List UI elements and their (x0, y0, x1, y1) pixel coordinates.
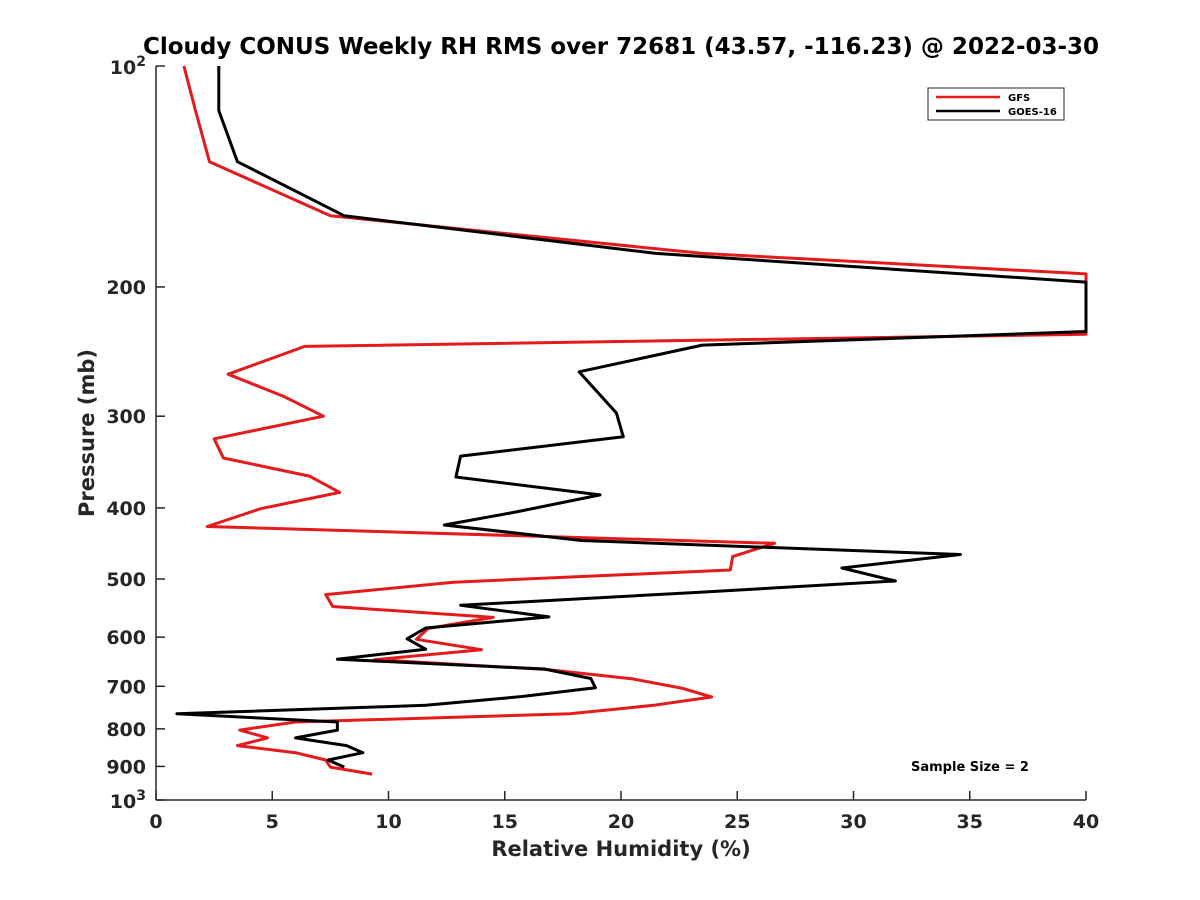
series-line-goes-16 (175, 66, 1088, 769)
x-axis-ticks: 0 5 10 15 20 25 30 35 40 (149, 791, 1099, 833)
y-tick-label: 102 (110, 54, 146, 79)
x-tick-label: 20 (608, 811, 634, 833)
chart-title: Cloudy CONUS Weekly RH RMS over 72681 (4… (143, 34, 1099, 60)
y-tick-label: 700 (106, 676, 146, 698)
x-tick-label: 10 (375, 811, 401, 833)
legend-box (927, 87, 1065, 121)
y-tick-label: 800 (106, 719, 146, 741)
y-tick-label: 300 (106, 406, 146, 428)
sample-size-annotation: Sample Size = 2 (911, 760, 1029, 775)
x-tick-label: 40 (1073, 811, 1099, 833)
y-tick-label: 600 (106, 627, 146, 649)
x-tick-label: 5 (266, 811, 279, 833)
series-line-gfs (182, 65, 1088, 776)
y-tick-label: 900 (106, 756, 146, 778)
x-tick-label: 35 (957, 811, 983, 833)
x-tick-label: 30 (840, 811, 866, 833)
y-tick-label: 200 (106, 277, 146, 299)
y-axis-title: Pressure (mb) (75, 349, 99, 517)
legend-label: GFS (1008, 93, 1030, 104)
y-tick-label: 500 (106, 569, 146, 591)
x-tick-label: 0 (149, 811, 162, 833)
y-tick-label-base: 10 (110, 57, 136, 79)
y-tick-label-base: 10 (110, 791, 136, 813)
y-tick-label: 103 (110, 788, 146, 813)
y-tick-label: 400 (106, 498, 146, 520)
series-layer (175, 65, 1088, 776)
x-axis-title: Relative Humidity (%) (491, 837, 750, 861)
legend: GFS GOES-16 (927, 87, 1065, 121)
x-tick-label: 15 (492, 811, 518, 833)
y-tick-label-exponent: 2 (136, 54, 146, 70)
x-tick-label: 25 (724, 811, 750, 833)
y-tick-label-exponent: 3 (136, 788, 146, 804)
legend-label: GOES-16 (1008, 107, 1057, 118)
